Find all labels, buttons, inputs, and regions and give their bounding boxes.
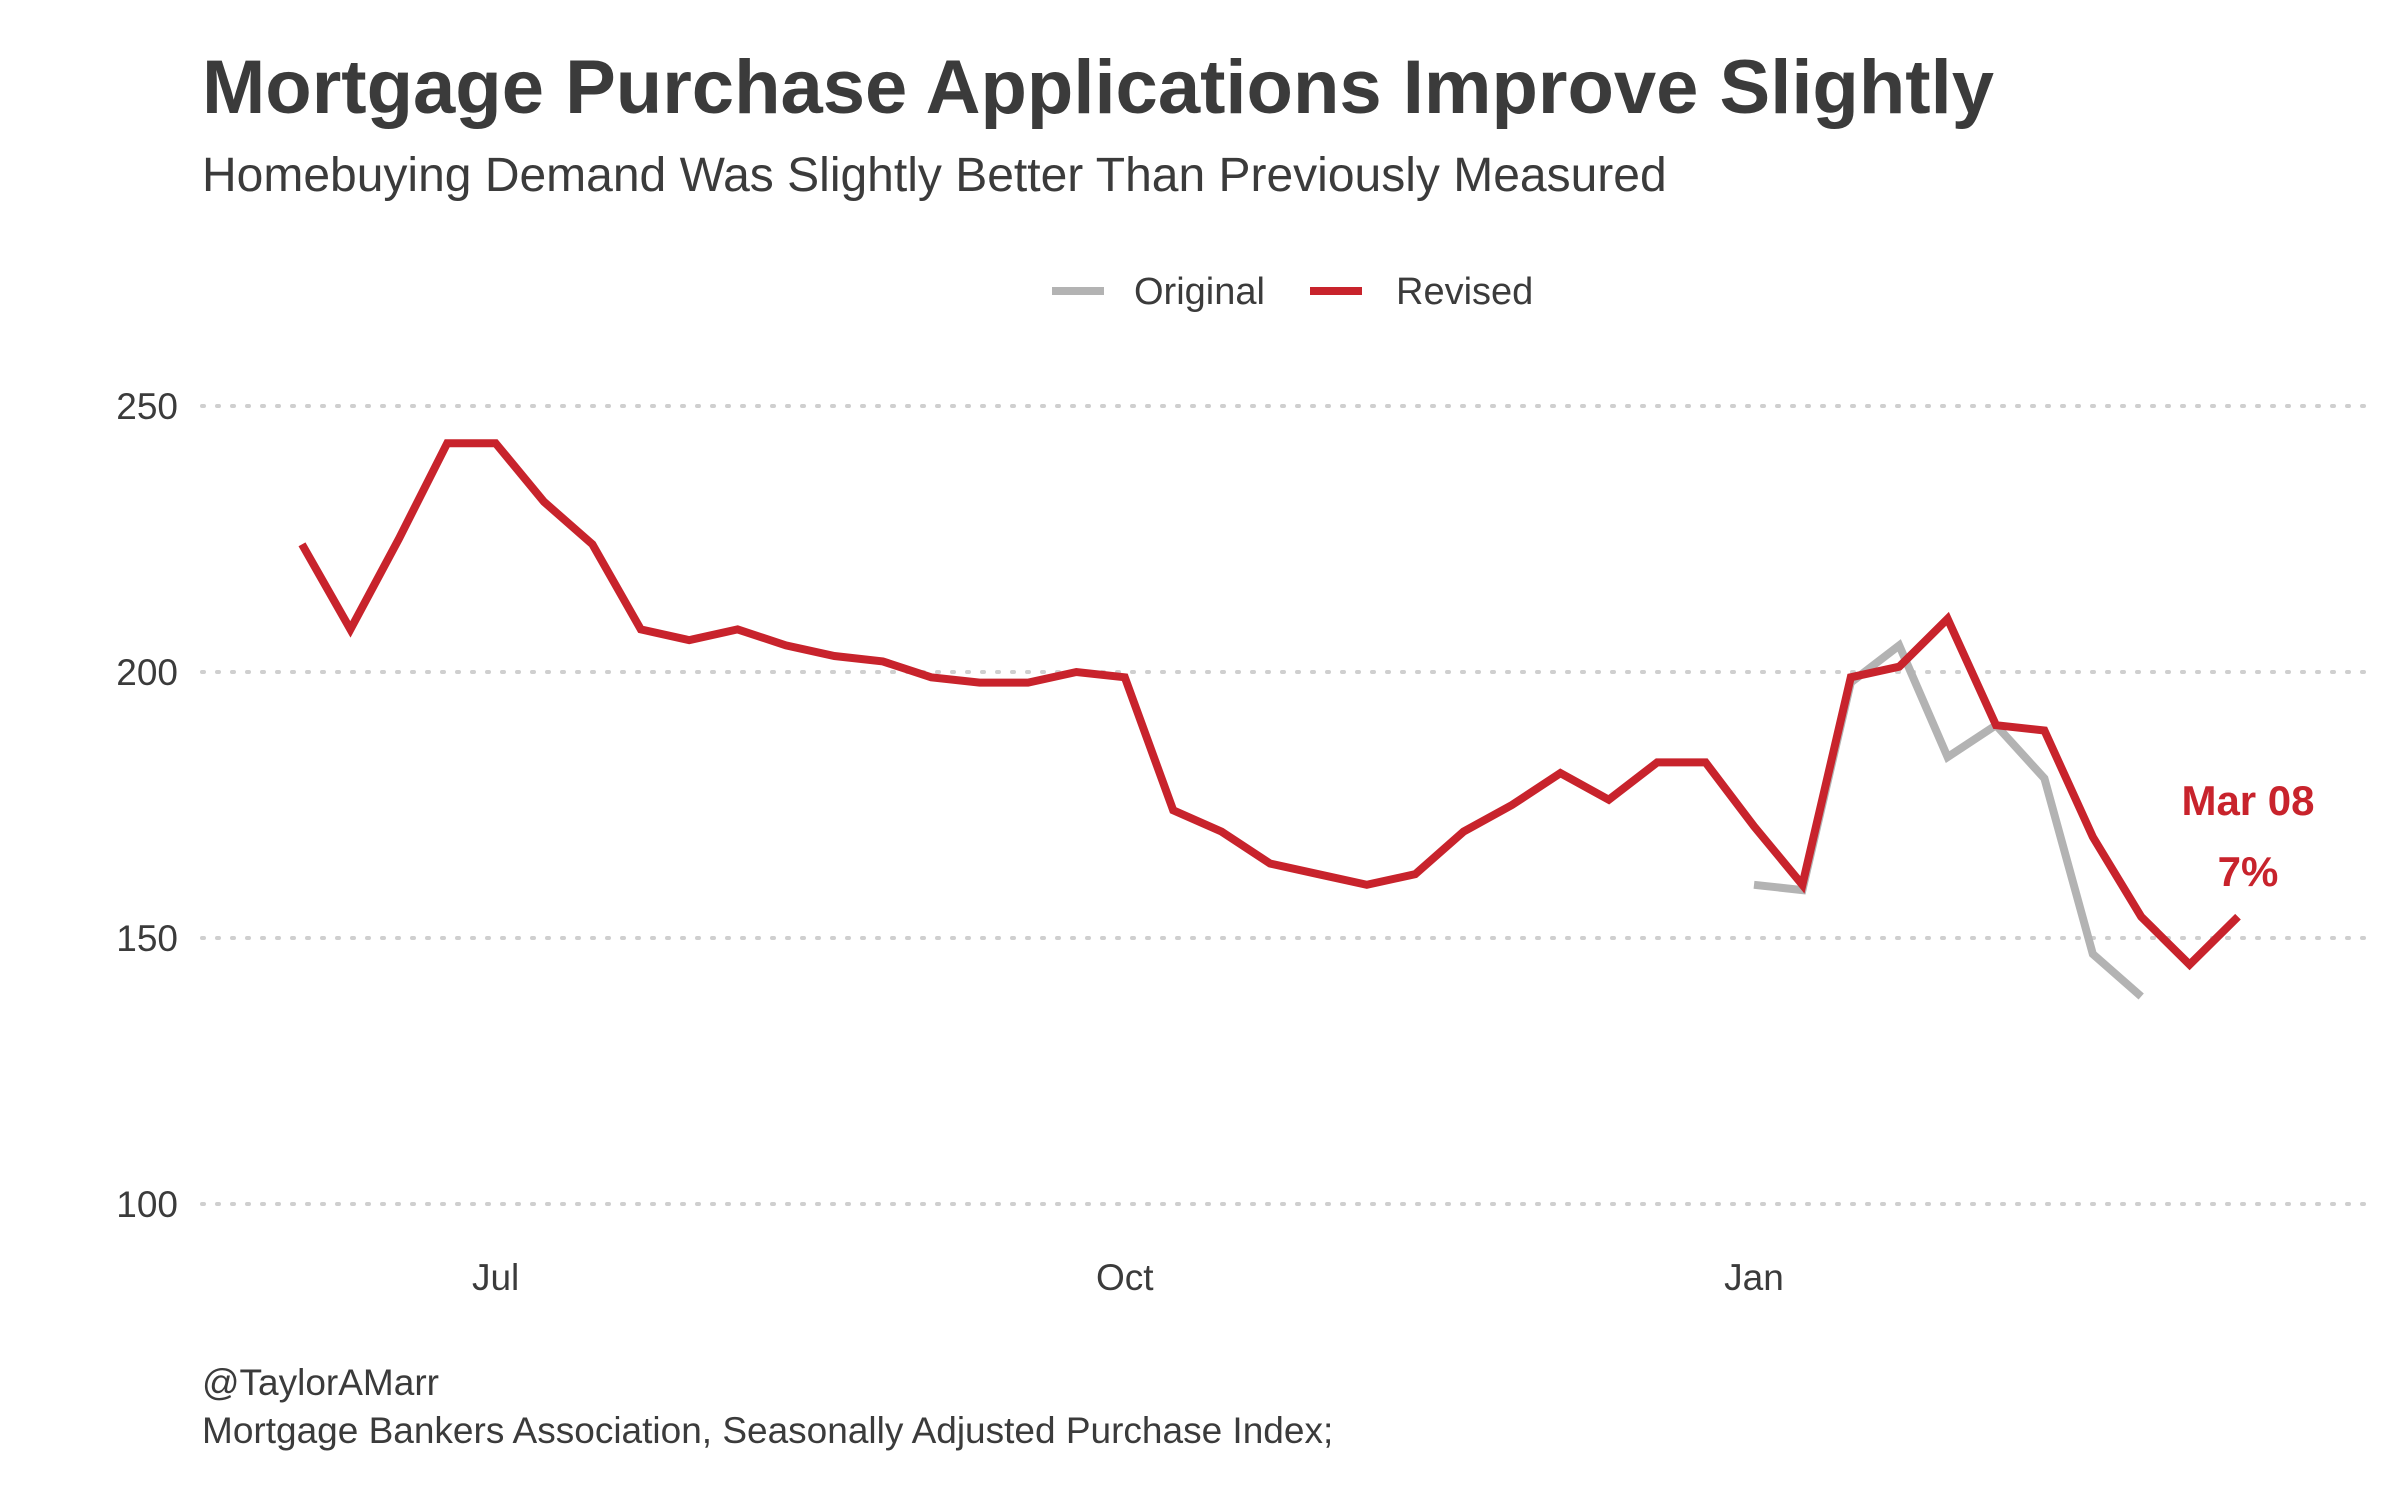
x-axis: Jul Oct Jan: [472, 1257, 1784, 1298]
y-tick-label-250: 250: [116, 386, 178, 427]
gridlines: [200, 404, 2372, 1206]
x-tick-label-jul: Jul: [472, 1257, 519, 1298]
y-axis: 100 150 200 250: [116, 386, 178, 1225]
annotation: Mar 08 7%: [2181, 777, 2314, 895]
chart-subtitle: Homebuying Demand Was Slightly Better Th…: [202, 149, 1667, 202]
y-tick-label-200: 200: [116, 652, 178, 693]
x-tick-label-oct: Oct: [1096, 1257, 1154, 1298]
legend: Original Revised: [1052, 271, 1533, 313]
x-tick-label-jan: Jan: [1724, 1257, 1784, 1298]
legend-label-original: Original: [1134, 271, 1265, 313]
caption-source: Mortgage Bankers Association, Seasonally…: [202, 1410, 1334, 1451]
y-tick-label-150: 150: [116, 918, 178, 959]
series-line-revised: [298, 439, 2241, 971]
caption-author: @TaylorAMarr: [202, 1362, 439, 1403]
series-lines: [298, 439, 2241, 1000]
annotation-date: Mar 08: [2181, 777, 2314, 824]
annotation-change: 7%: [2218, 848, 2279, 895]
y-tick-label-100: 100: [116, 1184, 178, 1225]
legend-label-revised: Revised: [1396, 271, 1533, 313]
chart-title: Mortgage Purchase Applications Improve S…: [202, 45, 1994, 130]
